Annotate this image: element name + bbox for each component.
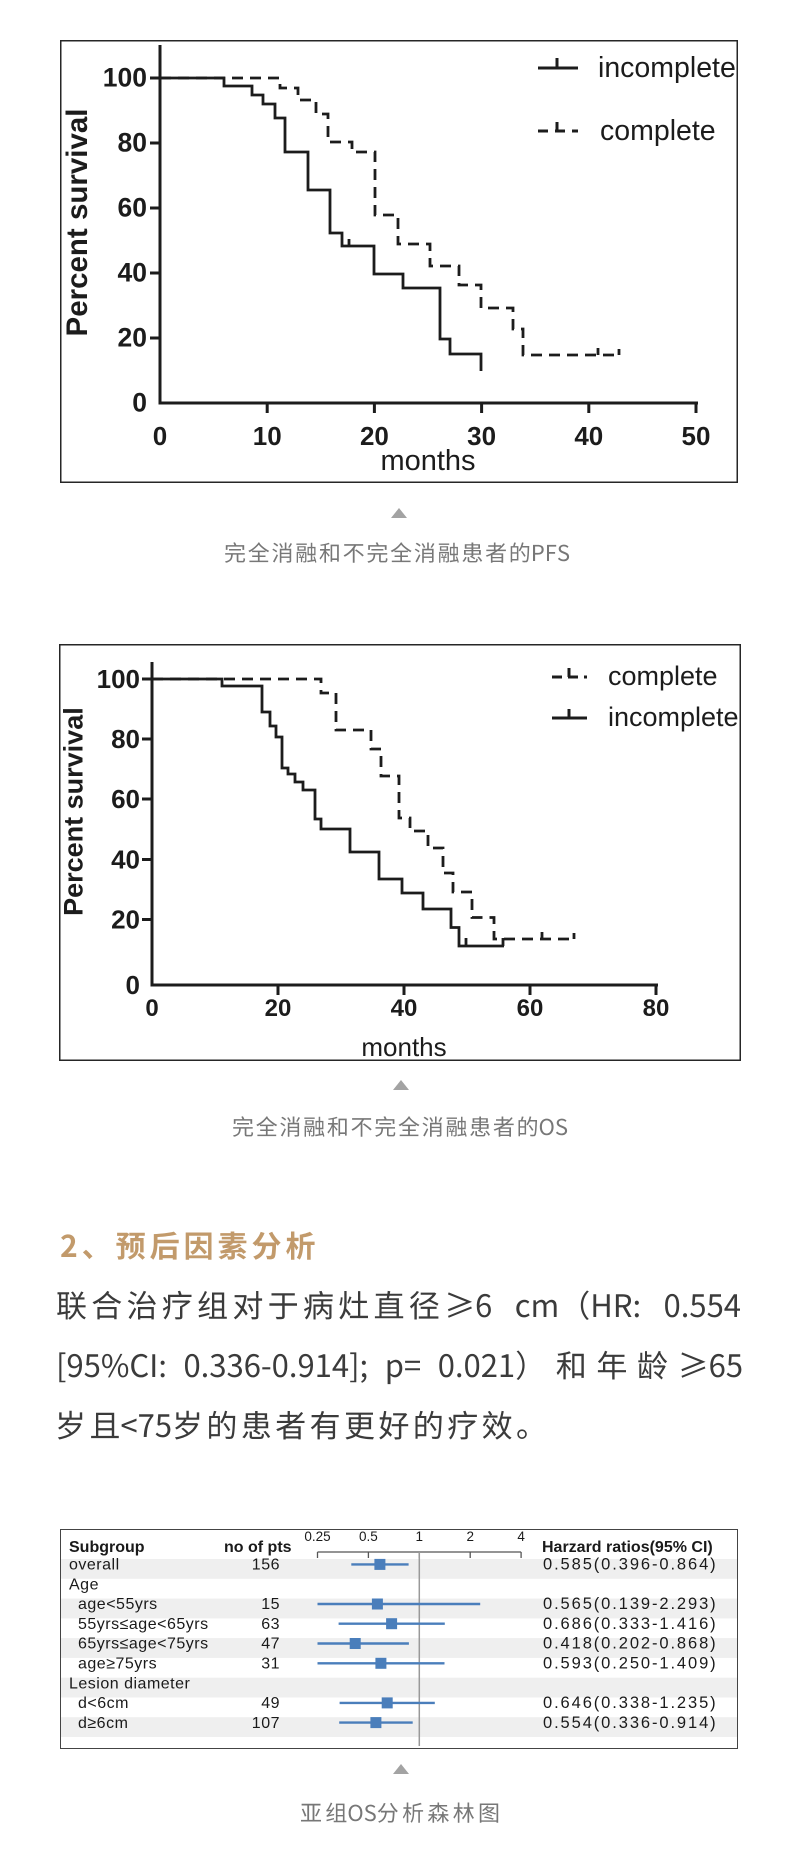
svg-text:49: 49 bbox=[261, 1695, 280, 1712]
svg-text:60: 60 bbox=[111, 784, 140, 814]
svg-text:40: 40 bbox=[574, 421, 603, 451]
svg-text:4: 4 bbox=[517, 1529, 525, 1544]
svg-text:age≥75yrs: age≥75yrs bbox=[78, 1656, 157, 1673]
svg-text:100: 100 bbox=[97, 664, 140, 694]
svg-text:d≥6cm: d≥6cm bbox=[78, 1715, 128, 1732]
svg-text:Lesion diameter: Lesion diameter bbox=[69, 1675, 191, 1692]
svg-text:0.585(0.396-0.864): 0.585(0.396-0.864) bbox=[543, 1556, 718, 1574]
svg-text:Subgroup: Subgroup bbox=[69, 1539, 145, 1556]
svg-text:20: 20 bbox=[265, 995, 292, 1022]
svg-text:156: 156 bbox=[252, 1557, 280, 1574]
svg-text:80: 80 bbox=[643, 995, 670, 1022]
svg-text:55yrs≤age<65yrs: 55yrs≤age<65yrs bbox=[78, 1616, 209, 1633]
svg-text:0: 0 bbox=[153, 421, 167, 451]
svg-text:months: months bbox=[361, 1032, 446, 1061]
svg-text:no of pts: no of pts bbox=[224, 1539, 292, 1556]
svg-text:age<55yrs: age<55yrs bbox=[78, 1596, 158, 1613]
svg-text:complete: complete bbox=[608, 661, 718, 691]
svg-text:65yrs≤age<75yrs: 65yrs≤age<75yrs bbox=[78, 1636, 209, 1653]
svg-text:complete: complete bbox=[600, 115, 716, 147]
svg-text:0.686(0.333-1.416): 0.686(0.333-1.416) bbox=[543, 1615, 718, 1633]
svg-text:1: 1 bbox=[416, 1529, 424, 1544]
svg-text:30: 30 bbox=[467, 421, 496, 451]
svg-text:40: 40 bbox=[118, 258, 147, 288]
svg-text:20: 20 bbox=[118, 323, 147, 353]
svg-text:0.565(0.139-2.293): 0.565(0.139-2.293) bbox=[543, 1595, 718, 1613]
svg-text:80: 80 bbox=[111, 724, 140, 754]
svg-text:Percent survival: Percent survival bbox=[61, 109, 94, 337]
svg-text:0.5: 0.5 bbox=[359, 1529, 378, 1544]
svg-text:50: 50 bbox=[682, 421, 711, 451]
svg-text:20: 20 bbox=[360, 421, 389, 451]
svg-text:incomplete: incomplete bbox=[598, 52, 736, 84]
svg-text:d<6cm: d<6cm bbox=[78, 1695, 129, 1712]
svg-text:60: 60 bbox=[517, 995, 544, 1022]
svg-text:47: 47 bbox=[261, 1636, 280, 1653]
svg-text:0.646(0.338-1.235): 0.646(0.338-1.235) bbox=[543, 1694, 718, 1712]
svg-text:20: 20 bbox=[111, 905, 140, 935]
svg-text:0.25: 0.25 bbox=[304, 1529, 330, 1544]
svg-text:Harzard ratios(95% CI): Harzard ratios(95% CI) bbox=[542, 1539, 713, 1556]
svg-text:0.593(0.250-1.409): 0.593(0.250-1.409) bbox=[543, 1655, 718, 1673]
svg-text:100: 100 bbox=[103, 63, 147, 93]
svg-text:107: 107 bbox=[252, 1715, 280, 1732]
svg-text:63: 63 bbox=[261, 1616, 280, 1633]
svg-text:incomplete: incomplete bbox=[608, 702, 739, 732]
svg-text:0: 0 bbox=[145, 995, 158, 1022]
svg-text:0.554(0.336-0.914): 0.554(0.336-0.914) bbox=[543, 1714, 718, 1732]
svg-text:40: 40 bbox=[391, 995, 418, 1022]
svg-text:10: 10 bbox=[253, 421, 282, 451]
svg-text:months: months bbox=[380, 445, 475, 477]
svg-text:0: 0 bbox=[126, 970, 140, 1000]
svg-text:80: 80 bbox=[118, 128, 147, 158]
svg-text:40: 40 bbox=[111, 845, 140, 875]
svg-text:0: 0 bbox=[132, 388, 147, 418]
svg-text:overall: overall bbox=[69, 1557, 120, 1574]
svg-text:60: 60 bbox=[118, 193, 147, 223]
svg-text:31: 31 bbox=[261, 1656, 280, 1673]
svg-text:0.418(0.202-0.868): 0.418(0.202-0.868) bbox=[543, 1635, 718, 1653]
svg-text:Age: Age bbox=[69, 1576, 99, 1593]
svg-text:15: 15 bbox=[261, 1596, 280, 1613]
svg-text:Percent survival: Percent survival bbox=[59, 707, 88, 916]
svg-text:2: 2 bbox=[466, 1529, 474, 1544]
